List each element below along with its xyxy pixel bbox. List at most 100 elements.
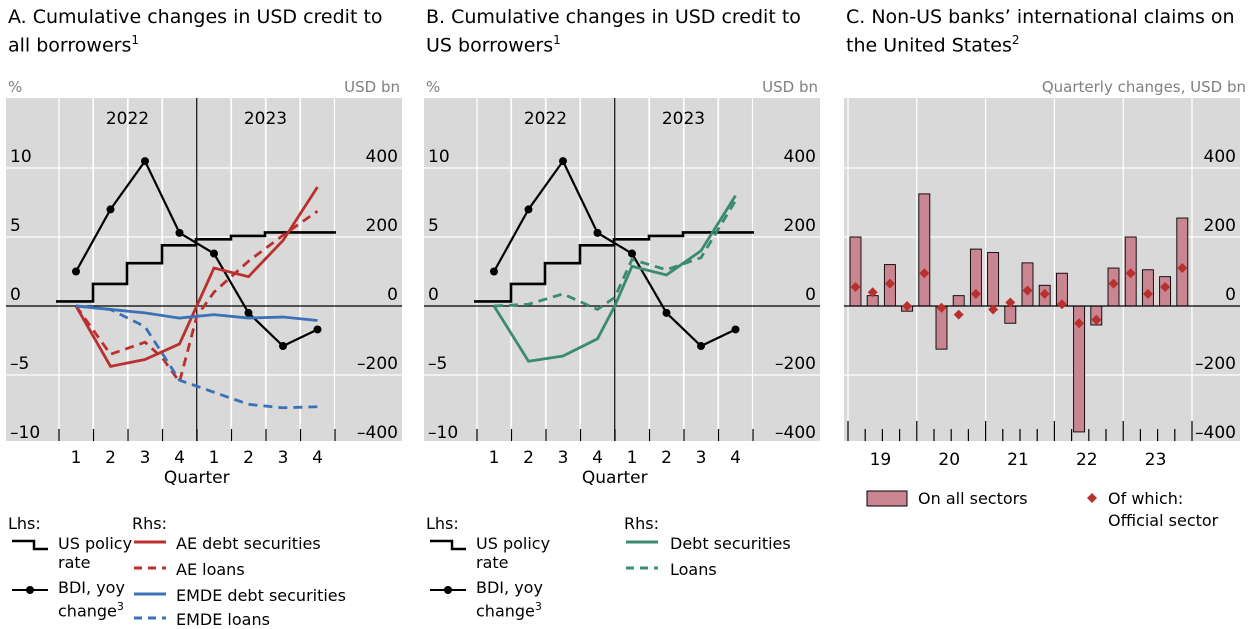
x-tick-label: 3: [140, 448, 151, 468]
bdi-point: [141, 157, 149, 166]
panel-a: A. Cumulative changes in USD credit to a…: [6, 0, 406, 629]
legend-debt-securities: Debt securities: [670, 534, 791, 553]
y-left-tick-label: 10: [428, 147, 450, 167]
marker-official-sector: [884, 278, 895, 289]
x-tick-label: 3: [278, 448, 289, 468]
x-tick-label: 4: [730, 448, 741, 468]
y-right-tick-label: 200: [784, 216, 816, 236]
bar-all-sectors: [866, 295, 879, 307]
y-right-tick-label: –200: [357, 354, 398, 374]
legend-bdi: BDI, yoy change3: [476, 578, 543, 621]
bar-all-sectors: [952, 295, 965, 307]
loans-line: [493, 200, 737, 312]
bdi-point: [662, 308, 671, 317]
legend-ae-debt: AE debt securities: [176, 534, 321, 553]
legend-loans: Loans: [670, 560, 717, 579]
lhs-label: Lhs:: [426, 514, 459, 533]
emde-loans-line: [75, 304, 318, 410]
bar-all-sectors: [849, 236, 862, 307]
plot-background: [844, 98, 1240, 441]
x-tick-label: 1: [627, 448, 638, 468]
y-right-tick-label: –400: [357, 423, 398, 443]
bar-all-sectors: [1021, 262, 1034, 307]
panel-a-plot: 2022 2023 10 5 0 –5 –10 400 200 0 –200 –400 1 2 3 4 1 2 3 4…: [6, 98, 402, 488]
ae-debt-swatch: [134, 540, 166, 544]
bdi-point: [628, 249, 636, 258]
x-tick-label: 2: [243, 448, 254, 468]
bdi-point: [244, 308, 253, 317]
bar-all-sectors: [987, 252, 1000, 307]
bdi-swatch: [430, 586, 466, 594]
policy-rate-line: [56, 231, 336, 303]
year-label: 2022: [106, 109, 149, 129]
y-left-tick-label: 10: [10, 147, 32, 167]
emde-debt-swatch: [134, 592, 166, 596]
legend-all-sectors: On all sectors: [918, 489, 1028, 508]
left-axis-unit: %: [426, 78, 441, 96]
year-label: 22: [1076, 450, 1098, 470]
debt-securities-line: [492, 194, 737, 363]
panel-c: C. Non-US banks’ international claims on…: [844, 0, 1246, 629]
y-left-tick-label: –10: [428, 423, 458, 443]
y-left-tick-label: 0: [10, 285, 21, 305]
legend-policy-rate: US policy rate: [58, 534, 133, 572]
marker-official-sector: [988, 304, 999, 315]
y-right-tick-label: –400: [775, 423, 816, 443]
legend-emde-debt: EMDE debt securities: [176, 586, 346, 605]
legend-official-line1: Of which:: [1108, 489, 1184, 508]
y-right-tick-label: –200: [775, 354, 816, 374]
y-right-tick-label: 200: [1204, 216, 1236, 236]
marker-official-sector: [1039, 288, 1050, 299]
marker-official-sector: [953, 309, 964, 320]
legend-official-line2: Official sector: [1108, 511, 1219, 530]
marker-official-sector: [919, 268, 930, 279]
marker-swatch: [1087, 493, 1097, 503]
marker-official-sector: [850, 282, 861, 293]
policy-rate-line: [474, 231, 754, 303]
ae-loans-swatch: [134, 566, 166, 570]
x-tick-label: 4: [174, 448, 185, 468]
year-label: 2023: [662, 109, 705, 129]
x-tick-label: 2: [661, 448, 672, 468]
right-axis-unit: Quarterly changes, USD bn: [1041, 78, 1246, 96]
legend-emde-loans: EMDE loans: [176, 610, 270, 629]
marker-official-sector: [1074, 318, 1085, 329]
bdi-point: [524, 205, 533, 214]
x-tick-label: 4: [592, 448, 603, 468]
marker-official-sector: [902, 301, 913, 311]
emde-debt-securities-line: [75, 304, 318, 322]
ae-loans-line: [74, 209, 319, 386]
panel-b-title: B. Cumulative changes in USD credit to U…: [426, 6, 801, 57]
debt-securities-swatch: [626, 540, 658, 544]
y-left-tick-label: 0: [428, 285, 439, 305]
x-tick-label: 4: [312, 448, 323, 468]
x-tick-label: 2: [523, 448, 534, 468]
bdi-point: [106, 205, 115, 214]
bdi-point: [490, 267, 498, 276]
marker-official-sector: [867, 287, 878, 298]
y-right-tick-label: 400: [784, 147, 816, 167]
right-axis-unit: USD bn: [762, 78, 818, 96]
panel-c-plot: 400 200 0 –200 –400 19 20 21 22 23: [844, 98, 1240, 470]
marker-official-sector: [936, 302, 947, 313]
bdi-line: [493, 158, 736, 348]
bar-all-sectors: [918, 193, 931, 307]
y-left-tick-label: –5: [10, 354, 29, 374]
bdi-line: [75, 158, 318, 348]
rhs-label: Rhs:: [624, 514, 659, 533]
year-label: 21: [1007, 450, 1029, 470]
x-tick-label: 3: [696, 448, 707, 468]
bar-all-sectors: [1141, 269, 1154, 307]
bdi-point: [72, 267, 80, 276]
y-right-tick-label: 400: [366, 147, 398, 167]
x-axis-label: Quarter: [164, 468, 230, 488]
panel-c-title: C. Non-US banks’ international claims on…: [846, 6, 1235, 57]
year-label: 23: [1145, 450, 1167, 470]
right-axis-unit: USD bn: [344, 78, 400, 96]
legend-policy-rate: US policy rate: [476, 534, 551, 572]
y-left-tick-label: 5: [10, 216, 21, 236]
rhs-label: Rhs:: [132, 514, 167, 533]
marker-official-sector: [1022, 285, 1033, 296]
y-right-tick-label: –400: [1195, 423, 1236, 443]
bdi-point: [210, 249, 218, 258]
